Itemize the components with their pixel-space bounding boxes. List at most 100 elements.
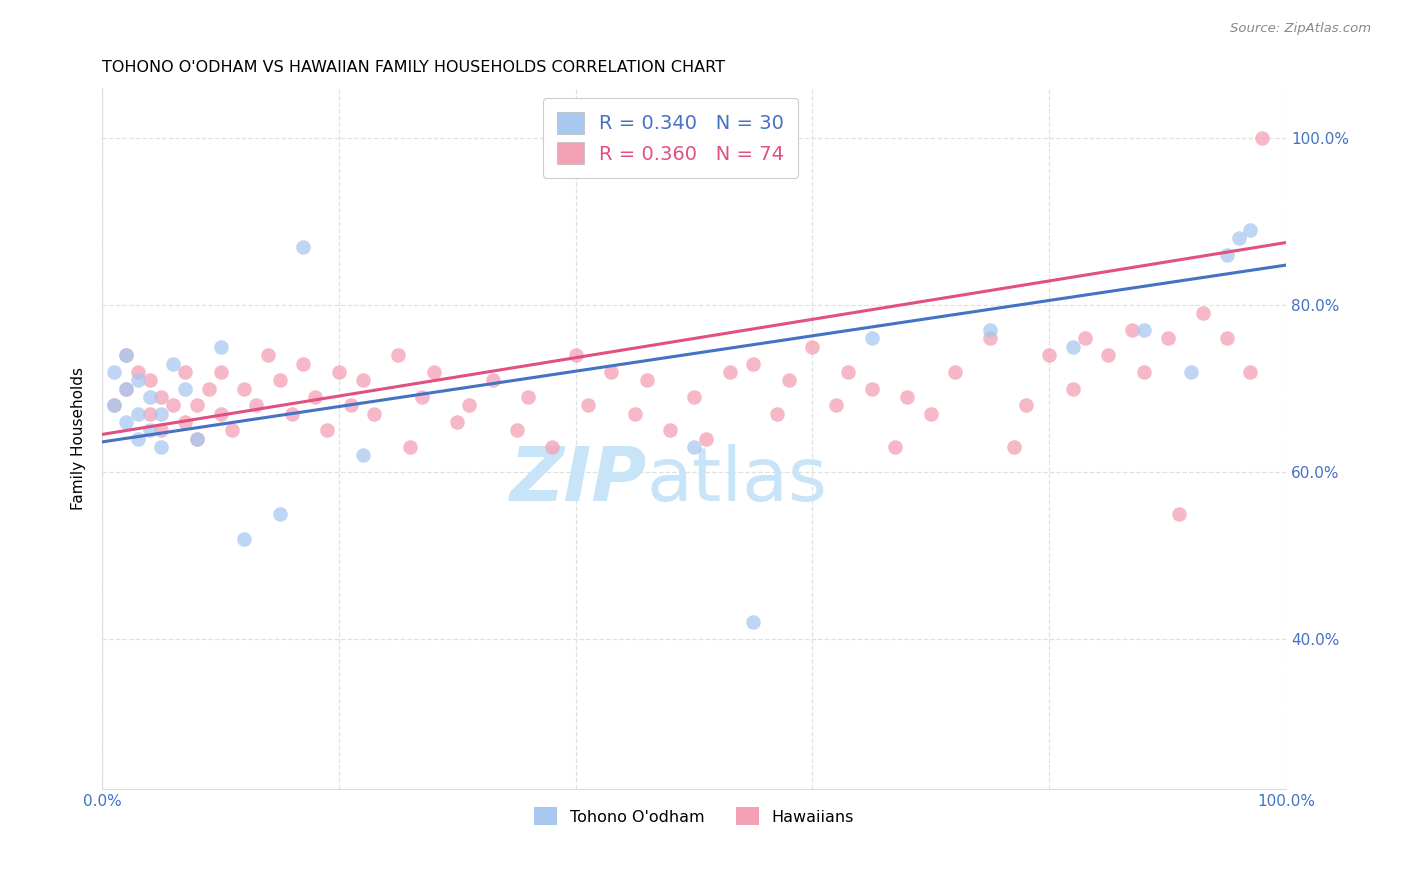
Point bbox=[659, 423, 682, 437]
Point bbox=[624, 407, 647, 421]
Point bbox=[683, 390, 706, 404]
Point bbox=[269, 507, 291, 521]
Point bbox=[150, 423, 173, 437]
Point bbox=[1216, 248, 1239, 262]
Point bbox=[636, 373, 658, 387]
Point bbox=[292, 240, 315, 254]
Point bbox=[979, 323, 1001, 337]
Point bbox=[233, 532, 256, 546]
Point bbox=[138, 407, 160, 421]
Point bbox=[801, 340, 824, 354]
Point bbox=[742, 357, 765, 371]
Point bbox=[564, 348, 586, 362]
Point bbox=[718, 365, 741, 379]
Point bbox=[1227, 231, 1250, 245]
Text: atlas: atlas bbox=[647, 444, 828, 517]
Point bbox=[695, 432, 717, 446]
Point bbox=[115, 348, 138, 362]
Point bbox=[943, 365, 966, 379]
Point bbox=[1133, 323, 1156, 337]
Point bbox=[1216, 331, 1239, 345]
Point bbox=[399, 440, 422, 454]
Point bbox=[292, 357, 315, 371]
Point bbox=[1014, 398, 1036, 412]
Point bbox=[186, 398, 208, 412]
Point bbox=[1239, 365, 1261, 379]
Point bbox=[884, 440, 907, 454]
Point bbox=[742, 615, 765, 629]
Point bbox=[1038, 348, 1060, 362]
Text: TOHONO O'ODHAM VS HAWAIIAN FAMILY HOUSEHOLDS CORRELATION CHART: TOHONO O'ODHAM VS HAWAIIAN FAMILY HOUSEH… bbox=[103, 60, 725, 75]
Point bbox=[115, 348, 138, 362]
Point bbox=[1180, 365, 1202, 379]
Point bbox=[197, 382, 219, 396]
Point bbox=[1133, 365, 1156, 379]
Point bbox=[127, 365, 149, 379]
Point bbox=[127, 407, 149, 421]
Point bbox=[422, 365, 444, 379]
Point bbox=[245, 398, 267, 412]
Point bbox=[505, 423, 527, 437]
Point bbox=[209, 365, 232, 379]
Point bbox=[340, 398, 363, 412]
Point bbox=[115, 415, 138, 429]
Point bbox=[127, 373, 149, 387]
Point bbox=[860, 331, 883, 345]
Point bbox=[127, 432, 149, 446]
Point bbox=[162, 398, 184, 412]
Point bbox=[411, 390, 433, 404]
Point bbox=[1002, 440, 1025, 454]
Point bbox=[138, 423, 160, 437]
Point bbox=[150, 390, 173, 404]
Point bbox=[766, 407, 789, 421]
Point bbox=[103, 398, 125, 412]
Point bbox=[1097, 348, 1119, 362]
Point bbox=[103, 365, 125, 379]
Point bbox=[837, 365, 859, 379]
Point bbox=[896, 390, 918, 404]
Point bbox=[482, 373, 505, 387]
Point bbox=[576, 398, 599, 412]
Point bbox=[138, 373, 160, 387]
Point bbox=[209, 407, 232, 421]
Point bbox=[860, 382, 883, 396]
Point bbox=[174, 365, 197, 379]
Point bbox=[1062, 382, 1084, 396]
Y-axis label: Family Households: Family Households bbox=[72, 368, 86, 510]
Point bbox=[352, 448, 374, 462]
Point bbox=[778, 373, 800, 387]
Point bbox=[115, 382, 138, 396]
Point bbox=[352, 373, 374, 387]
Point bbox=[458, 398, 481, 412]
Point bbox=[1121, 323, 1143, 337]
Point bbox=[162, 357, 184, 371]
Point bbox=[174, 382, 197, 396]
Point bbox=[304, 390, 326, 404]
Point bbox=[103, 398, 125, 412]
Point bbox=[541, 440, 564, 454]
Point bbox=[920, 407, 942, 421]
Point bbox=[150, 440, 173, 454]
Point bbox=[825, 398, 848, 412]
Text: Source: ZipAtlas.com: Source: ZipAtlas.com bbox=[1230, 22, 1371, 36]
Point bbox=[221, 423, 243, 437]
Point bbox=[316, 423, 339, 437]
Point bbox=[1156, 331, 1178, 345]
Point bbox=[1062, 340, 1084, 354]
Point bbox=[186, 432, 208, 446]
Point bbox=[1239, 223, 1261, 237]
Point bbox=[517, 390, 540, 404]
Point bbox=[1251, 131, 1274, 145]
Point bbox=[138, 390, 160, 404]
Text: ZIP: ZIP bbox=[509, 444, 647, 517]
Point bbox=[280, 407, 302, 421]
Point bbox=[363, 407, 385, 421]
Point bbox=[387, 348, 409, 362]
Point bbox=[683, 440, 706, 454]
Point bbox=[186, 432, 208, 446]
Point bbox=[979, 331, 1001, 345]
Point bbox=[233, 382, 256, 396]
Point bbox=[328, 365, 350, 379]
Point bbox=[446, 415, 468, 429]
Point bbox=[150, 407, 173, 421]
